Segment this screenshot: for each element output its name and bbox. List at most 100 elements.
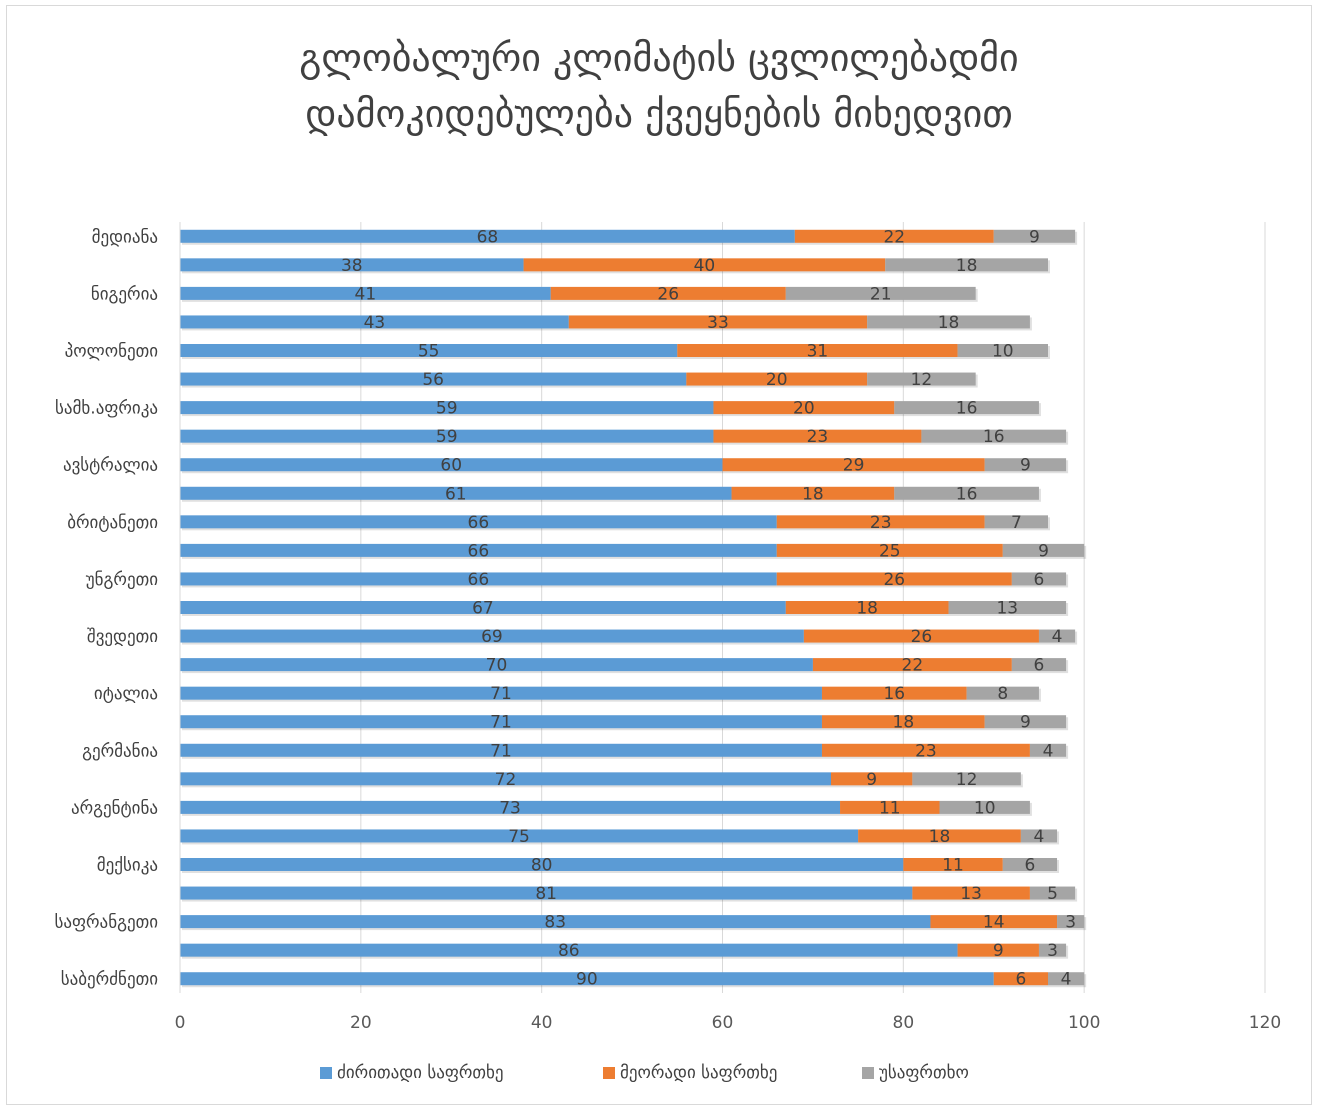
data-label: 80 — [531, 856, 553, 876]
data-label: 90 — [576, 970, 598, 990]
bar-segment — [180, 229, 795, 243]
bar-segment — [984, 715, 1067, 729]
x-tick-label: 100 — [1068, 1013, 1100, 1033]
data-label: 71 — [490, 713, 512, 733]
category-label: ბრიტანეთი — [67, 513, 158, 533]
bar-segment — [1029, 743, 1067, 757]
axes: 0 20 40 60 80 100 120 მედიანა ნიგერია პოლონეთი სამ… — [54, 222, 1281, 1033]
bar-segment — [785, 286, 976, 300]
data-label: 6 — [1034, 656, 1045, 676]
category-label: გერმანია — [82, 741, 158, 761]
bar-segment — [1057, 915, 1085, 929]
data-label: 18 — [938, 313, 960, 333]
data-label: 22 — [883, 227, 905, 247]
data-label: 8 — [997, 684, 1008, 704]
category-label: ავსტრალია — [63, 456, 158, 476]
category-label: მედიანა — [92, 227, 158, 247]
data-label: 29 — [843, 456, 865, 476]
bar-segment — [966, 686, 1039, 700]
bar-segment — [180, 658, 813, 672]
bar-segment — [939, 800, 1030, 814]
category-label: საფრანგეთი — [54, 913, 158, 933]
bar-segment — [984, 458, 1067, 472]
bar-segment — [903, 858, 1003, 871]
bar-segment — [1048, 972, 1085, 986]
data-label: 66 — [468, 570, 490, 590]
data-label: 67 — [472, 599, 494, 619]
bar-segment — [180, 829, 859, 843]
chart-title: გლობალური კლიმატის ცვლილებადმი დამოკიდებ… — [0, 30, 1318, 142]
bar-segment — [180, 800, 841, 814]
data-label: 21 — [870, 284, 892, 304]
bar-segment — [776, 572, 1012, 586]
x-tick-label: 20 — [350, 1013, 372, 1033]
bar-segment — [821, 743, 1030, 757]
bar-segment — [1011, 572, 1067, 586]
category-label: შვედეთი — [87, 627, 158, 647]
data-label: 13 — [960, 884, 982, 904]
data-label: 18 — [856, 599, 878, 619]
bar-segment — [957, 943, 1039, 957]
bar-segment — [180, 486, 732, 500]
bar-segment — [731, 486, 895, 500]
category-label: საბერძნეთი — [61, 970, 158, 990]
bar-segment — [803, 629, 1039, 643]
legend-swatch — [862, 1067, 874, 1079]
bar-segment — [180, 858, 904, 871]
bar-segment — [180, 915, 931, 929]
bar-segment — [180, 315, 569, 329]
data-label: 3 — [1047, 941, 1058, 961]
bar-segment — [993, 972, 1048, 986]
data-label: 6 — [1034, 570, 1045, 590]
bar-segment — [180, 743, 822, 757]
bar-segment — [713, 429, 922, 443]
bar-segment — [180, 715, 822, 729]
data-label: 59 — [436, 427, 458, 447]
bar-segment — [1038, 629, 1076, 643]
category-label: უნგრეთი — [86, 570, 158, 590]
bar-segment — [948, 601, 1067, 614]
bar-segment — [993, 229, 1076, 243]
data-label: 10 — [992, 342, 1014, 362]
bar-segment — [180, 572, 777, 586]
bar-segment — [180, 943, 958, 957]
bar-segment — [180, 629, 804, 643]
bar-segment — [984, 515, 1048, 529]
data-label: 23 — [915, 741, 937, 761]
bar-segment — [794, 229, 994, 243]
bars — [180, 229, 1087, 988]
chart-title-line-2: დამოკიდებულება ქვეყნების მიხედვით — [305, 92, 1013, 136]
data-label: 66 — [468, 513, 490, 533]
bar-segment — [1002, 543, 1085, 557]
data-label: 33 — [707, 313, 729, 333]
data-label: 40 — [694, 256, 716, 276]
data-label: 18 — [956, 256, 978, 276]
data-label: 26 — [911, 627, 933, 647]
data-label: 68 — [477, 227, 499, 247]
data-label: 60 — [440, 456, 462, 476]
category-label: იტალია — [94, 684, 158, 704]
bar-segment — [180, 972, 994, 986]
bar-segment — [677, 344, 958, 357]
bar-segment — [885, 258, 1048, 272]
legend: ძირითადი საფრთხე მეორადი საფრთხე უსაფრთხო — [320, 1063, 969, 1083]
bar-segment — [821, 715, 985, 729]
bar-segment — [1029, 886, 1076, 900]
data-label: 61 — [445, 484, 467, 504]
data-label: 4 — [1052, 627, 1063, 647]
data-label: 72 — [495, 770, 517, 790]
data-label: 18 — [929, 827, 951, 847]
bar-segment — [812, 658, 1012, 672]
data-label: 10 — [974, 798, 996, 818]
bar-segment — [912, 886, 1030, 900]
data-label: 71 — [490, 684, 512, 704]
data-label: 83 — [544, 913, 566, 933]
bar-segment — [686, 372, 868, 386]
data-label: 70 — [486, 656, 508, 676]
data-label: 11 — [942, 856, 964, 876]
data-label: 4 — [1061, 970, 1072, 990]
data-label: 14 — [983, 913, 1005, 933]
category-label: სამხ.აფრიკა — [55, 399, 158, 419]
bar-segment — [821, 686, 967, 700]
